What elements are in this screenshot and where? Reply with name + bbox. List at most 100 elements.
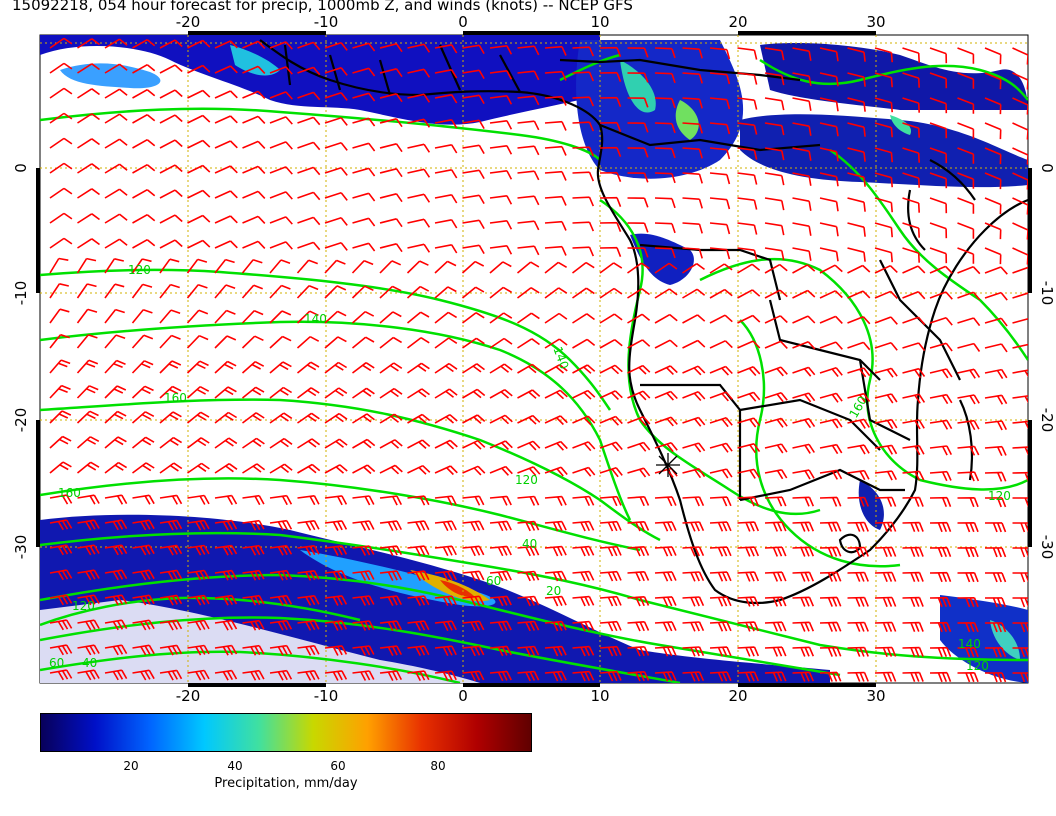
wind-barb <box>242 90 266 99</box>
wind-barb <box>242 412 265 424</box>
wind-barb <box>819 72 839 87</box>
wind-barb <box>269 494 293 506</box>
wind-barb <box>132 89 156 99</box>
wind-barb <box>1012 622 1028 633</box>
wind-barb <box>132 239 156 249</box>
wind-barb <box>269 259 291 274</box>
wind-barb <box>242 190 266 199</box>
wind-barb <box>434 311 458 324</box>
wind-barb <box>104 113 128 124</box>
wind-barb <box>517 70 540 81</box>
wind-barb <box>489 520 512 532</box>
wind-barb <box>76 283 97 299</box>
wind-barb <box>269 437 293 449</box>
wind-barb <box>462 44 485 55</box>
x-tick-label: 0 <box>458 13 468 31</box>
wind-barb <box>599 287 623 299</box>
wind-barb <box>984 147 1002 165</box>
y-tick-label: 0 <box>12 163 30 173</box>
wind-barb <box>957 147 975 164</box>
wind-barb <box>682 621 705 632</box>
wind-barb <box>929 368 953 379</box>
wind-barb <box>792 521 815 532</box>
wind-barb <box>682 122 703 134</box>
wind-barb <box>792 341 816 350</box>
wind-barb <box>407 495 430 506</box>
wind-barb <box>929 97 948 114</box>
wind-barb <box>737 263 761 274</box>
wind-barb <box>269 669 293 681</box>
wind-barb <box>407 439 431 449</box>
wind-barb <box>709 417 733 428</box>
wind-barb <box>627 621 650 632</box>
wind-barb <box>214 40 238 49</box>
wind-barb <box>104 188 128 199</box>
wind-barb <box>241 259 263 274</box>
wind-barb <box>77 238 100 249</box>
y-tick-label: -30 <box>12 535 30 560</box>
wind-barb <box>709 391 733 402</box>
wind-barb <box>49 494 73 505</box>
wind-barb <box>764 289 788 299</box>
wind-barb <box>847 122 866 137</box>
wind-barb <box>709 468 733 479</box>
wind-barb <box>269 116 293 125</box>
wind-barb <box>709 496 732 507</box>
wind-barb <box>296 361 320 374</box>
wind-barb <box>242 140 266 149</box>
wind-barb <box>902 546 924 557</box>
wind-barb <box>187 239 211 249</box>
wind-barb <box>599 196 622 207</box>
wind-barb <box>929 521 952 533</box>
wind-barb <box>957 445 980 456</box>
wind-barb <box>682 247 703 259</box>
wind-barb <box>572 570 595 582</box>
wind-barb <box>297 463 321 474</box>
wind-barb <box>819 469 843 480</box>
wind-barb <box>957 47 975 64</box>
wind-barb <box>379 464 403 475</box>
wind-barb <box>654 313 678 324</box>
wind-barb <box>709 247 731 260</box>
wind-barb <box>627 496 650 507</box>
contour-label: 60 <box>49 656 64 670</box>
wind-barb <box>159 411 182 424</box>
contour-label: 60 <box>486 574 501 588</box>
wind-barb <box>792 671 815 682</box>
wind-barb <box>132 594 155 606</box>
wind-barb <box>407 545 430 556</box>
wind-barb <box>627 671 650 682</box>
wind-barb <box>737 571 760 582</box>
wind-barb <box>352 670 375 681</box>
wind-barb <box>627 97 649 108</box>
wind-barb <box>847 47 866 62</box>
wind-barb <box>104 461 128 474</box>
wind-barb <box>874 147 893 163</box>
wind-barb <box>737 247 758 260</box>
wind-barb <box>902 247 920 263</box>
wind-barb <box>984 122 1002 140</box>
wind-barb <box>159 89 183 99</box>
wind-barb <box>132 462 155 474</box>
wind-barb <box>572 620 595 632</box>
wind-barb <box>572 121 595 132</box>
wind-barb <box>874 247 893 263</box>
wind-barb <box>599 495 622 507</box>
wind-barb <box>434 362 458 374</box>
wind-barb <box>434 570 457 582</box>
wind-barb <box>324 285 347 299</box>
wind-barbs <box>49 37 1028 683</box>
x-tick-label: 30 <box>866 687 885 705</box>
wind-barb <box>214 215 238 224</box>
wind-barb <box>819 443 843 455</box>
wind-barb <box>709 288 733 299</box>
wind-barb <box>957 291 981 301</box>
wind-barb <box>104 213 128 224</box>
x-tick-labels-top: -20 -10 0 10 20 30 <box>176 13 886 31</box>
wind-barb <box>957 265 981 275</box>
wind-barb <box>406 311 430 324</box>
wind-barb <box>434 169 458 179</box>
wind-barb <box>847 469 870 481</box>
wind-barb <box>462 363 485 374</box>
wind-barb <box>379 495 403 506</box>
